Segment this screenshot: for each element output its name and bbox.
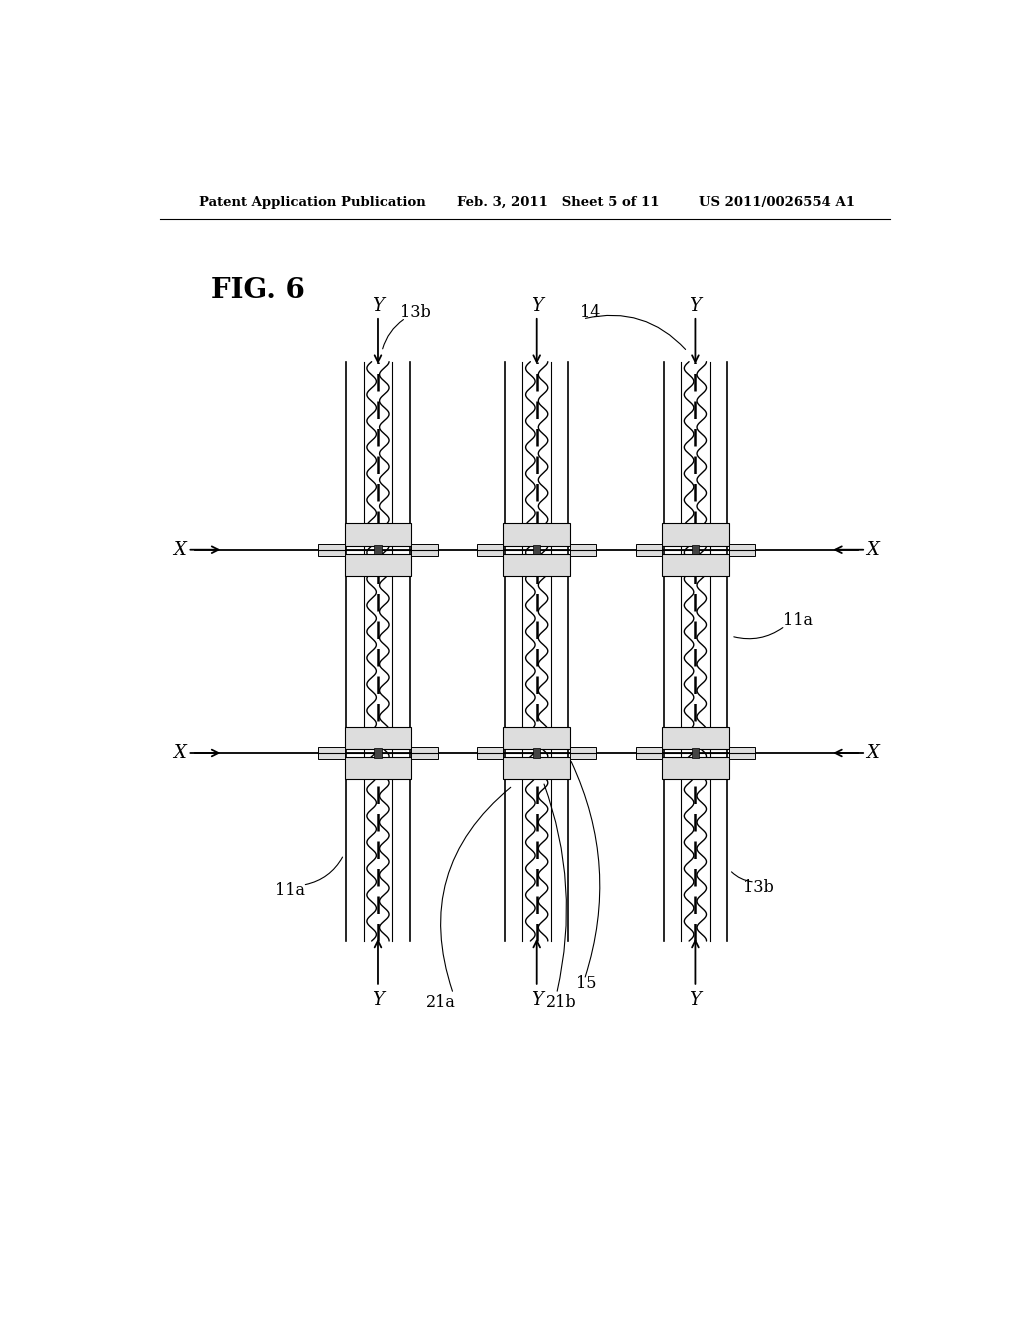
Bar [345, 758, 412, 779]
Text: X: X [173, 744, 186, 762]
Bar [636, 544, 663, 556]
Text: 11a: 11a [782, 612, 813, 630]
Bar [570, 544, 596, 556]
Bar [477, 544, 504, 556]
Text: Patent Application Publication: Patent Application Publication [200, 195, 426, 209]
Text: Feb. 3, 2011   Sheet 5 of 11: Feb. 3, 2011 Sheet 5 of 11 [458, 195, 659, 209]
Bar [663, 758, 729, 779]
Text: Y: Y [530, 991, 543, 1008]
Bar [412, 544, 437, 556]
Bar [692, 545, 699, 554]
Text: Y: Y [689, 297, 701, 314]
Bar [345, 523, 412, 545]
Bar [663, 726, 729, 748]
Bar [534, 545, 541, 554]
Text: 21b: 21b [546, 994, 577, 1011]
Bar [477, 747, 504, 759]
Bar [504, 758, 570, 779]
Text: US 2011/0026554 A1: US 2011/0026554 A1 [699, 195, 855, 209]
Text: X: X [866, 541, 879, 558]
Bar [504, 523, 570, 545]
Bar [729, 747, 755, 759]
Bar [504, 554, 570, 576]
Bar [504, 726, 570, 748]
Text: Y: Y [530, 297, 543, 314]
Bar [345, 726, 412, 748]
Bar [375, 748, 382, 758]
Bar [663, 554, 729, 576]
Bar [345, 554, 412, 576]
Text: X: X [866, 744, 879, 762]
Text: Y: Y [372, 991, 384, 1008]
Text: FIG. 6: FIG. 6 [211, 277, 305, 304]
Text: Y: Y [372, 297, 384, 314]
Text: Y: Y [689, 991, 701, 1008]
Bar [663, 523, 729, 545]
Bar [375, 545, 382, 554]
Bar [570, 747, 596, 759]
Bar [636, 747, 663, 759]
Text: 13b: 13b [743, 879, 774, 896]
Bar [412, 747, 437, 759]
Text: 21a: 21a [426, 994, 456, 1011]
Bar [729, 544, 755, 556]
Bar [318, 544, 345, 556]
Bar [318, 747, 345, 759]
Text: 11a: 11a [274, 882, 305, 899]
Text: X: X [173, 541, 186, 558]
Text: 14: 14 [581, 305, 601, 321]
Text: 15: 15 [577, 975, 597, 993]
Text: 13b: 13b [400, 305, 431, 321]
Bar [692, 748, 699, 758]
Bar [534, 748, 541, 758]
